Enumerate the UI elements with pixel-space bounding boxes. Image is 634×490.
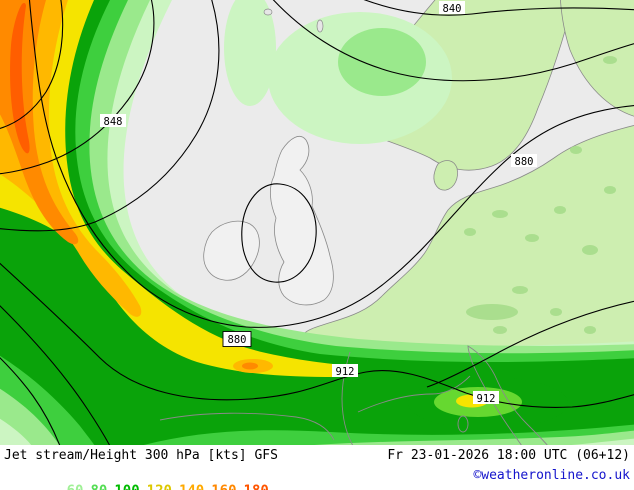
contour-label-840: 840 (439, 1, 465, 15)
land-texture-group (464, 56, 617, 334)
land-ireland (203, 220, 260, 281)
coast-corsica (457, 415, 469, 433)
island-shetland (316, 19, 324, 33)
land-uk (270, 136, 334, 306)
height-contour-848 (0, 0, 155, 175)
jet-patch-top-60 (224, 0, 276, 106)
contour-label-880-east: 880 (511, 154, 537, 168)
scale-value-160: 160 (211, 483, 236, 490)
contour-label-848: 848 (100, 114, 126, 128)
terrain-alps (466, 304, 518, 320)
terrain-speckle (550, 308, 562, 316)
footer-scale-row: 60 80 100 120 140 160 180 ©weatheronline.co.uk (4, 468, 630, 490)
scale-value-60: 60 (67, 483, 84, 490)
scale-value-140: 140 (179, 483, 204, 490)
island-faroe (263, 8, 273, 16)
contour-label-912-east: 912 (473, 391, 499, 405)
scale-value-180: 180 (244, 483, 269, 490)
scale-value-100: 100 (114, 483, 139, 490)
contour-label-text: 840 (443, 3, 462, 15)
contour-label-text: 912 (477, 393, 496, 405)
terrain-speckle (554, 206, 566, 214)
footer-title-row: Jet stream/Height 300 hPa [kts] GFS Fr 2… (4, 448, 630, 468)
weather-map-svg: 840 848 880 880 912 (0, 0, 634, 445)
height-contour (0, 0, 64, 130)
jet-stream-bands (0, 0, 634, 445)
contour-label-text: 880 (228, 334, 247, 346)
height-contour (0, 0, 220, 232)
jet-fade-sw-60 (0, 418, 32, 445)
height-contours (0, 0, 634, 445)
label-chip-boxed (222, 331, 252, 347)
terrain-speckle (512, 286, 528, 294)
label-chip (473, 391, 499, 404)
contour-label-text: 848 (104, 116, 123, 128)
jet-patch-northsea-80 (338, 28, 426, 96)
map-title: Jet stream/Height 300 hPa [kts] GFS (4, 448, 278, 463)
terrain-speckle (464, 228, 476, 236)
scale-value-80: 80 (90, 483, 107, 490)
terrain-speckle (582, 245, 598, 255)
scale-value-120: 120 (147, 483, 172, 490)
land-denmark (433, 160, 458, 191)
jet-band-140 (0, 0, 142, 317)
label-chip (332, 364, 358, 377)
valid-datetime: Fr 23-01-2026 18:00 UTC (06+12) (387, 448, 630, 463)
label-chip (511, 154, 537, 167)
footer-bar: Jet stream/Height 300 hPa [kts] GFS Fr 2… (0, 445, 634, 490)
label-chip (439, 1, 465, 14)
contour-labels: 840 848 880 880 912 (100, 1, 537, 405)
terrain-speckle (493, 326, 507, 334)
height-contour-closed-low (241, 183, 317, 283)
terrain-speckle (492, 210, 508, 218)
coast-spain-north (159, 412, 335, 441)
label-chip (100, 114, 126, 127)
height-contour (0, 357, 61, 445)
height-contour (272, 0, 634, 82)
jet-core-spot-west-core (242, 362, 258, 370)
terrain-speckle (604, 186, 616, 194)
terrain-speckle (570, 146, 582, 154)
coast-mediterranean (357, 375, 471, 413)
map-area: 840 848 880 880 912 (0, 0, 634, 445)
terrain-speckle (603, 56, 617, 64)
contour-label-880-boxed: 880 (222, 331, 252, 347)
weatheronline-credit-link[interactable]: ©weatheronline.co.uk (473, 468, 630, 483)
contour-label-912-west: 912 (332, 364, 358, 378)
height-contour (0, 305, 111, 445)
color-scale-legend: 60 80 100 120 140 160 180 (4, 468, 276, 490)
height-contour (426, 300, 634, 388)
terrain-speckle (525, 234, 539, 242)
contour-label-text: 912 (336, 366, 355, 378)
jet-fade-bottom-60 (571, 438, 634, 445)
jet-fade-bottom-80 (314, 430, 634, 445)
terrain-speckle (584, 326, 596, 334)
height-contour-840 (363, 0, 634, 16)
coast-italy (467, 345, 548, 445)
land-finland (560, 0, 634, 117)
contour-label-text: 880 (515, 156, 534, 168)
height-contour-880 (28, 0, 634, 328)
